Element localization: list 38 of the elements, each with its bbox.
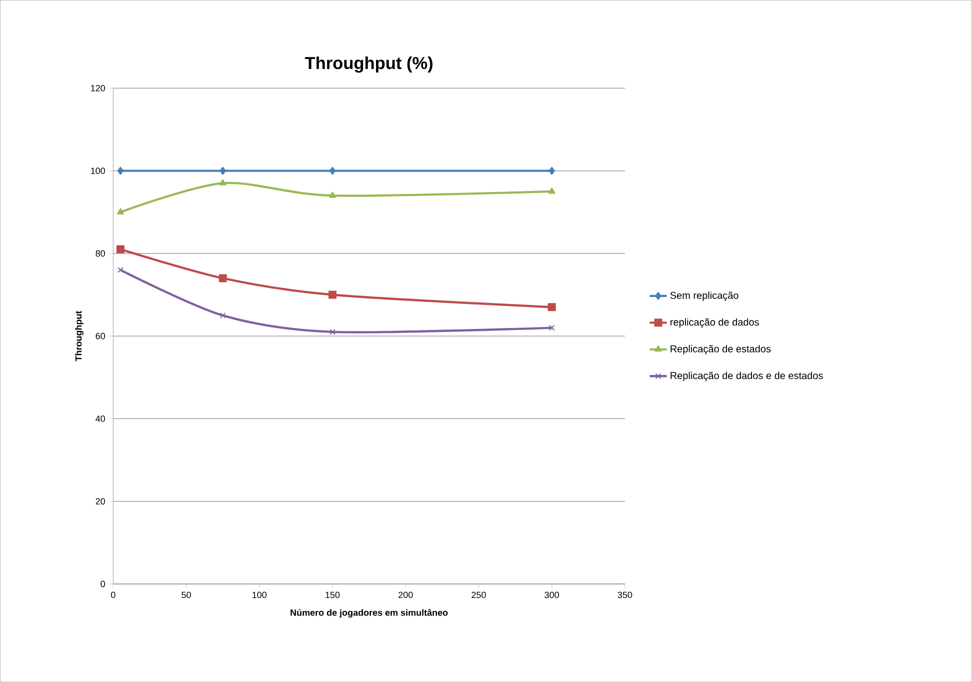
x-tick-label: 300 bbox=[544, 592, 559, 598]
point bbox=[548, 324, 555, 331]
legend-label: replicação de dados bbox=[670, 318, 759, 328]
point bbox=[116, 208, 124, 214]
point bbox=[548, 166, 555, 175]
y-tick-label: 120 bbox=[91, 84, 106, 92]
point bbox=[220, 312, 226, 318]
point bbox=[117, 266, 124, 273]
x-tick-label: 100 bbox=[252, 592, 267, 598]
point bbox=[328, 290, 336, 299]
x-tick-label: 250 bbox=[472, 592, 486, 598]
point bbox=[548, 303, 556, 312]
x-tick-label: 150 bbox=[326, 592, 340, 598]
y-axis-title: Throughput bbox=[75, 310, 84, 362]
legend-label: Replicação de dados e de estados bbox=[670, 372, 823, 382]
legend-label: Replicação de estados bbox=[670, 345, 771, 354]
legend-label: Sem replicação bbox=[670, 292, 738, 301]
point bbox=[117, 166, 124, 175]
point bbox=[329, 166, 336, 175]
x-tick-label: 350 bbox=[618, 592, 632, 598]
point bbox=[330, 328, 336, 335]
y-tick-label: 60 bbox=[96, 332, 106, 340]
point bbox=[219, 179, 226, 186]
point bbox=[220, 166, 226, 175]
y-tick-label: 0 bbox=[100, 580, 106, 588]
y-tick-label: 100 bbox=[91, 168, 106, 174]
point bbox=[116, 245, 124, 254]
point bbox=[218, 274, 227, 282]
y-tick-label: 80 bbox=[96, 250, 106, 257]
x-tick-label: 0 bbox=[111, 592, 116, 598]
y-tick-label: 40 bbox=[96, 415, 106, 422]
x-tick-label: 200 bbox=[398, 592, 413, 598]
point bbox=[548, 187, 556, 194]
y-tick-label: 20 bbox=[96, 498, 106, 504]
chart-title: Throughput (%) bbox=[304, 56, 432, 73]
x-axis-title: Número de jogadores em simultâneo bbox=[290, 608, 448, 618]
x-tick-label: 50 bbox=[182, 592, 191, 598]
point bbox=[328, 192, 336, 198]
